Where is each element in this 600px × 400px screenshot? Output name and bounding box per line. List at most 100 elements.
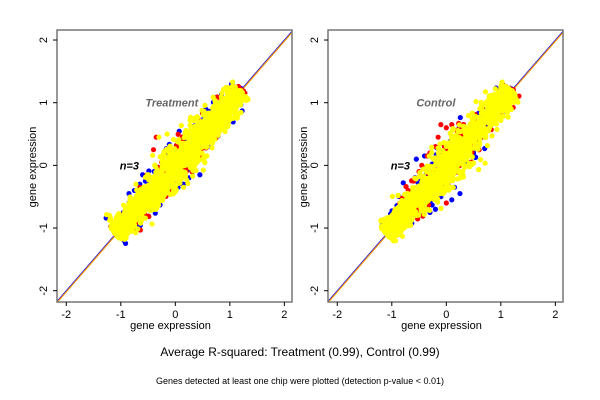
point-yellow [212, 136, 218, 142]
x-axis-label: gene expression [401, 320, 482, 332]
point-yellow [133, 230, 139, 236]
point-blue [457, 114, 463, 121]
point-yellow [440, 161, 446, 167]
point-yellow [121, 202, 127, 208]
point-yellow [131, 208, 137, 214]
point-yellow [510, 90, 516, 96]
point-yellow [117, 229, 123, 236]
point-yellow [485, 110, 491, 116]
point-yellow [137, 201, 143, 208]
point-yellow [205, 110, 211, 116]
point-yellow [152, 162, 158, 168]
point-yellow [490, 108, 496, 114]
point-yellow [124, 218, 130, 225]
point-yellow [151, 174, 157, 180]
point-yellow [238, 109, 244, 116]
point-yellow [213, 124, 219, 130]
point-yellow [412, 175, 418, 181]
point-yellow [225, 123, 231, 130]
point-yellow [130, 224, 136, 231]
point-yellow [451, 140, 458, 146]
point-yellow [229, 88, 235, 94]
point-yellow [399, 210, 405, 216]
point-yellow [469, 110, 475, 116]
point-yellow [380, 216, 386, 223]
point-yellow [192, 115, 198, 121]
point-yellow [421, 203, 427, 209]
point-yellow [173, 186, 179, 193]
point-yellow [422, 183, 428, 189]
point-yellow [399, 233, 406, 239]
point-yellow [471, 115, 477, 121]
point-yellow [230, 79, 236, 85]
point-yellow [438, 171, 444, 177]
point-yellow [464, 144, 470, 150]
y-tick-label: 1 [309, 100, 321, 106]
point-yellow [202, 160, 208, 166]
point-yellow [107, 215, 113, 221]
point-yellow [470, 138, 476, 144]
point-yellow [178, 176, 184, 182]
point-yellow [123, 224, 130, 230]
point-yellow [227, 101, 233, 107]
point-yellow [494, 102, 501, 108]
point-blue [122, 240, 129, 246]
point-yellow [189, 153, 195, 159]
point-yellow [395, 192, 401, 199]
point-yellow [424, 206, 431, 212]
x-tick-label: 1 [498, 309, 504, 321]
point-yellow [430, 166, 436, 172]
point-yellow [378, 223, 385, 230]
x-tick-label: 1 [227, 309, 233, 321]
point-yellow [231, 96, 238, 102]
point-yellow [454, 136, 461, 142]
point-yellow [484, 142, 491, 149]
point-yellow [458, 142, 465, 148]
point-yellow [395, 204, 402, 210]
point-yellow [216, 100, 222, 107]
y-tick-label: 2 [38, 37, 50, 43]
point-yellow [460, 123, 467, 129]
point-yellow [182, 169, 188, 175]
point-yellow [133, 181, 139, 187]
point-yellow [182, 157, 188, 163]
point-yellow [167, 150, 173, 156]
point-yellow [235, 93, 241, 99]
point-yellow [103, 212, 110, 218]
y-axis-label: gene expression [298, 127, 310, 208]
point-yellow [157, 188, 164, 194]
point-yellow [178, 122, 184, 129]
panel-title: Treatment [145, 98, 199, 110]
control-panel: -2 -1 0 1 2 -2 -1 0 1 2 gene expression gene expres… [298, 29, 564, 332]
point-yellow [142, 215, 149, 221]
point-yellow [436, 153, 442, 159]
point-yellow [494, 107, 501, 114]
point-yellow [180, 184, 187, 190]
point-yellow [170, 170, 176, 176]
point-yellow [235, 88, 241, 94]
point-yellow [240, 93, 246, 99]
point-yellow [471, 124, 478, 130]
point-yellow [450, 171, 456, 177]
point-yellow [194, 135, 201, 141]
point-yellow [410, 213, 416, 219]
point-yellow [215, 132, 221, 138]
x-tick-label: -2 [61, 309, 71, 321]
point-yellow [223, 104, 229, 110]
point-yellow [176, 137, 182, 143]
point-yellow [210, 111, 216, 118]
point-red [403, 184, 409, 190]
point-yellow [408, 222, 414, 228]
point-yellow [441, 166, 447, 172]
point-yellow [428, 171, 434, 177]
point-yellow [499, 100, 506, 106]
point-yellow [434, 174, 440, 180]
point-blue [152, 210, 158, 216]
point-yellow [460, 128, 466, 134]
point-yellow [404, 214, 410, 220]
point-yellow [185, 162, 191, 168]
point-yellow [149, 221, 155, 227]
point-yellow [175, 150, 181, 156]
point-yellow [192, 163, 198, 169]
point-yellow [510, 93, 516, 100]
